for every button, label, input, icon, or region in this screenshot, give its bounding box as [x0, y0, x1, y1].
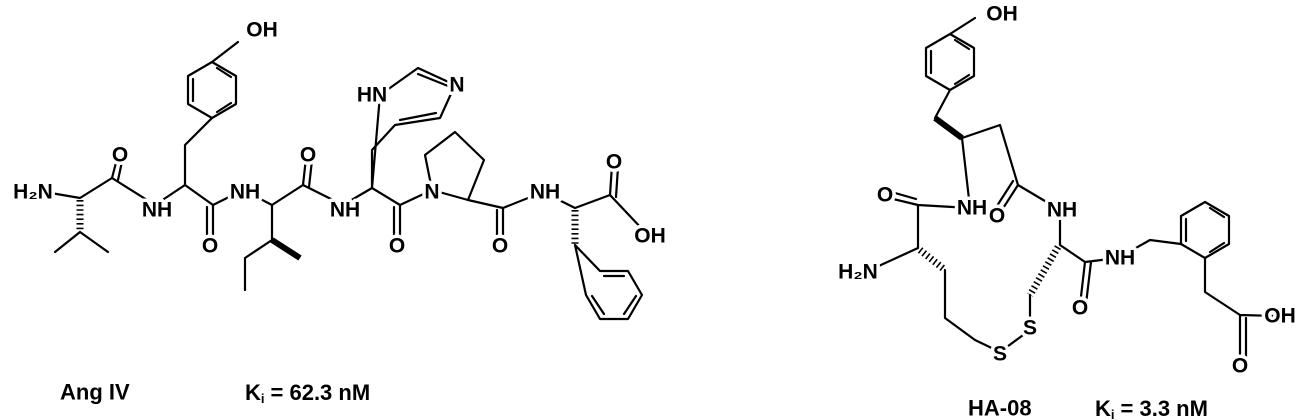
atom-label: H₂N [838, 261, 878, 284]
captions: Ang IV Ki = 62.3 nM HA-08 Ki = 3.3 nM [60, 380, 1208, 420]
ki-subscript: i [1111, 407, 1115, 420]
atom-label: O [492, 235, 508, 258]
atom-label: OH [1264, 305, 1296, 328]
atom-label: S [993, 343, 1007, 366]
carbonyls [110, 153, 614, 245]
ki-value: Ki = 3.3 nM [1095, 396, 1208, 420]
ki-value: Ki = 62.3 nM [245, 380, 370, 406]
atom-label: NH [142, 199, 172, 222]
atom-label: O [877, 184, 893, 207]
ile-side [243, 203, 274, 292]
atom-label: NH [230, 181, 260, 204]
ha-08-bonds [868, 16, 1280, 362]
atom-label: OH [246, 19, 278, 42]
double-bonds [886, 179, 1093, 306]
ki-symbol: K [1095, 396, 1111, 420]
atom-label: O [1072, 297, 1088, 320]
atom-label: OH [634, 225, 666, 248]
ha-08-atoms: OH NH O O NH H₂N NH O S S OH O [835, 0, 1300, 381]
val-side [53, 230, 110, 254]
atom-label: S [1023, 317, 1037, 340]
hashed-bond [917, 245, 1062, 297]
atom-label: O [389, 235, 405, 258]
compound-name: Ang IV [60, 380, 130, 405]
backbone [43, 176, 647, 234]
his-side [370, 66, 457, 190]
ang-iv-bonds [43, 40, 647, 321]
wedge [933, 115, 964, 141]
atom-label: NH [530, 181, 560, 204]
atom-label: NH [1105, 247, 1135, 270]
atom-label: NH [957, 197, 987, 220]
hashed-bond [76, 200, 579, 245]
atom-label: O [300, 144, 316, 167]
atom-label: O [112, 144, 128, 167]
atom-label: N [449, 74, 464, 97]
macrocycle [868, 123, 1183, 354]
atom-label: O [606, 151, 622, 174]
ki-subscript: i [261, 391, 265, 406]
ki-symbol: K [245, 380, 261, 405]
atom-label: O [202, 235, 218, 258]
atom-label: N [424, 181, 439, 204]
tyr-side [183, 40, 240, 187]
compound-name: HA-08 [968, 396, 1032, 420]
tyr-ring [924, 16, 977, 120]
atom-label: O [989, 205, 1005, 228]
ang-iv-atoms: OH HN N H₂N O NH O NH O NH O N O NH O OH [10, 15, 670, 261]
wedge [270, 237, 302, 261]
atom-label: H₂N [13, 181, 53, 204]
atom-label: NH [330, 199, 360, 222]
atom-label: NH [1047, 199, 1077, 222]
atom-label: HN [357, 84, 387, 107]
phe-side [573, 243, 644, 321]
aryl-ring [1179, 200, 1280, 362]
pro-ring [423, 130, 486, 202]
double-bonds [116, 155, 620, 245]
ki-text: = 62.3 nM [271, 380, 371, 405]
atom-label: OH [986, 3, 1018, 26]
atom-label: O [1232, 355, 1248, 378]
ki-text: = 3.3 nM [1121, 396, 1208, 420]
